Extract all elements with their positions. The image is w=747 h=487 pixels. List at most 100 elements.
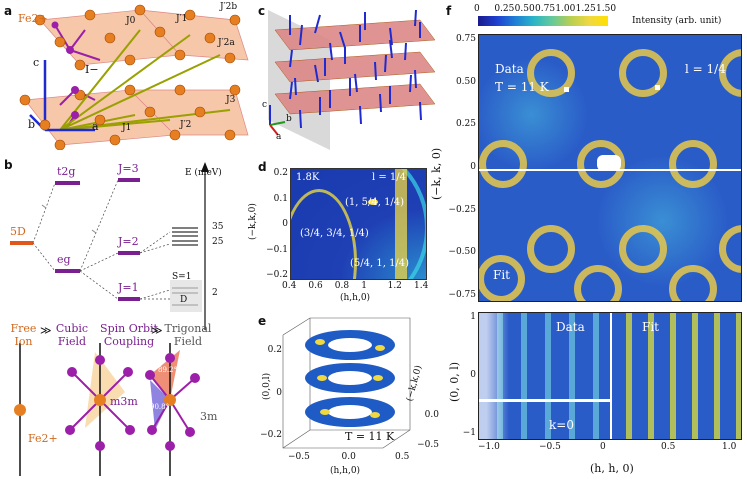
f-bot-k-label: k=0 [549,418,574,432]
trigonal-field-label: Trigonal Field [164,322,212,348]
ring-feature [619,49,667,97]
panel-d-heatmap [290,168,427,280]
j1-label: J1 [122,123,132,133]
panel-b-label: b [4,158,13,172]
j0-label: J0 [126,16,136,26]
t2g-label: t2g [57,165,76,178]
j3-label: J3 [226,95,236,105]
panel-e-label: e [258,314,267,328]
fe-ion-label: Fe2+ [18,12,48,25]
f-top-l-label: l = 1/4 [685,62,726,76]
tick-label: 0.8 [334,281,350,291]
tick-label: 0.50 [455,76,476,87]
panel-a-fe-atoms [19,4,241,150]
colorbar [478,16,608,26]
f-bot-data-label: Data [556,320,585,334]
cubic-field-label: Cubic Field [55,322,89,348]
e-temp-label: T = 11 K [345,430,395,443]
tick-label: 1 [361,281,367,291]
s1-label: S=1 [172,272,192,282]
f-top-heatmap [478,34,742,302]
tick-label: −1 [462,428,476,438]
d-temp-label: 1.8K [296,172,320,183]
tick-label: 0.0 [341,452,356,462]
tick-label: 1.50 [596,4,617,14]
angle2-label: 90.8° [150,403,170,411]
f-top-yticks: 0.75 0.50 0.25 0 −0.25 −0.50 −0.75 [442,34,476,300]
f-xlabel: (h, h, 0) [590,462,634,475]
gg-symbol-1: ≫ [40,324,52,337]
d-xlabel: (h,h,0) [340,293,371,303]
tick-label: 0.1 [273,193,288,204]
e-zticks: 0.2 0 −0.2 [260,345,282,440]
free-ion-atom [14,343,26,476]
f-bottom-heatmap [478,312,742,440]
ring-feature [574,265,622,301]
tick-label: 0.2 [267,345,282,355]
ring-feature [719,225,741,273]
e2-label: 2 [212,288,218,298]
c-axis-c-label: c [262,100,268,110]
panel-a-iodide-atoms [51,21,79,119]
tick-label: 0.75 [535,4,556,14]
tick-label: −0.5 [417,440,439,450]
tick-label: 0.5 [661,442,676,452]
soc-label: Spin Orbit Coupling [100,322,158,348]
f-top-temp-label: T = 11 K [495,80,549,94]
colorbar-title: Intensity (arb. unit) [632,16,722,26]
gg-symbol-2: ≫ [151,324,163,337]
e-yticks: 0.0 −0.5 [414,410,439,450]
tick-label: 0 [600,442,606,452]
panel-b-level-diagram [10,162,209,476]
tick-label: −0.75 [448,290,476,300]
tick-label: 0.6 [308,281,323,291]
e-xlabel: (h,h,0) [330,466,361,476]
tick-label: −0.25 [448,204,476,215]
panel-e-slices [305,330,395,427]
j1p-label: J′1 [176,14,188,24]
axis-b-label: b [28,118,36,131]
colorbar-ticks: 0 0.25 0.50 0.75 1.00 1.25 1.50 [474,4,617,16]
tick-label: 0 [470,162,476,172]
ring-feature [669,140,717,188]
d-peak1-label: (1, 5/4, 1/4) [345,197,405,208]
tick-label: 1.25 [575,4,596,14]
j1-level-label: J=1 [118,281,139,294]
tick-label: 0.25 [494,4,515,14]
tick-label: 0.4 [282,281,297,291]
tick-label: 0 [282,219,288,229]
j2p-label: J′2 [180,120,192,130]
e35-label: 35 [212,222,224,232]
free-ion-label: Free Ion [10,322,37,348]
panel-c-axes [269,105,286,136]
tick-label: 0.75 [455,34,476,44]
panel-c-spins [289,9,422,129]
angle1-label: 89.2° [158,366,178,374]
tick-label: −0.2 [266,270,288,280]
axis-c-label: c [33,56,40,69]
tick-label: 0.0 [424,410,439,420]
axis-a-label: a [92,120,99,133]
f-bot-yticks: 1 0 −1 [462,312,476,438]
d-yticks: 0.2 0.1 0 −0.1 −0.2 [266,168,288,280]
term-5d-label: 5D [10,225,26,238]
c-axis-a-label: a [276,132,282,142]
tick-label: 0.50 [514,4,535,14]
f-top-data-label: Data [495,62,524,76]
tick-label: −1.0 [478,442,500,452]
d-xticks: 0.4 0.6 0.8 1 1.2 1.4 [282,281,432,293]
panel-c-spin-structure [268,9,436,150]
tick-label: 1 [470,312,476,322]
e-xticks: −0.5 0.0 0.5 [288,452,413,464]
tick-label: 1.2 [387,281,402,291]
j2b-label: J′2b [220,2,238,12]
ring-feature [577,140,625,188]
tick-label: 1.00 [555,4,576,14]
tick-label: 1.4 [414,281,429,291]
3m-label: 3m [200,410,218,423]
ring-feature [527,225,575,273]
tick-label: −0.5 [539,442,561,452]
ring-feature [527,49,575,97]
tick-label: −0.50 [448,247,476,258]
